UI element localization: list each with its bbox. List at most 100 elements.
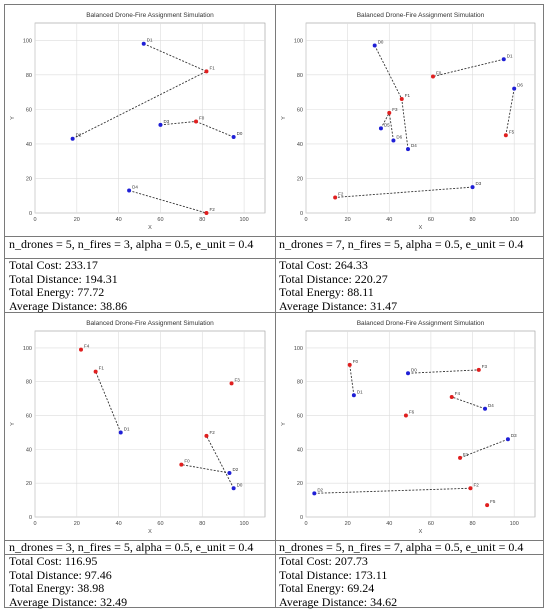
assignment-link bbox=[160, 121, 197, 126]
fire-label: F3 bbox=[235, 377, 241, 382]
y-tick-label: 100 bbox=[23, 38, 32, 44]
panel-2-caption: n_drones = 7, n_fires = 5, alpha = 0.5, … bbox=[279, 237, 524, 251]
fire-label: F1 bbox=[463, 452, 469, 457]
assignment-link bbox=[206, 435, 235, 489]
x-tick-label: 100 bbox=[510, 521, 519, 527]
drone-point bbox=[391, 138, 396, 143]
y-tick-label: 20 bbox=[297, 481, 303, 487]
panel-3-stats: Total Cost: 116.95 Total Distance: 97.46… bbox=[9, 554, 127, 609]
y-tick-label: 100 bbox=[294, 38, 303, 44]
x-tick-label: 80 bbox=[469, 217, 475, 223]
panel-3-caption: n_drones = 3, n_fires = 5, alpha = 0.5, … bbox=[9, 540, 254, 554]
fire-label: F3 bbox=[482, 364, 488, 369]
assignment-link bbox=[374, 45, 403, 100]
fire-label: F0 bbox=[184, 459, 190, 464]
drone-label: D4 bbox=[132, 185, 138, 190]
drone-point bbox=[483, 406, 488, 411]
scatter-chart: Balanced Drone-Fire Assignment Simulatio… bbox=[10, 320, 266, 535]
fire-label: F2 bbox=[209, 430, 215, 435]
total-distance: Total Distance: 173.11 bbox=[279, 567, 388, 582]
scatter-chart: Balanced Drone-Fire Assignment Simulatio… bbox=[281, 320, 536, 535]
panel-2: Balanced Drone-Fire Assignment Simulatio… bbox=[276, 5, 543, 235]
x-axis-label: X bbox=[148, 225, 152, 231]
x-tick-label: 60 bbox=[428, 217, 434, 223]
fire-point bbox=[204, 433, 209, 438]
chart-title: Balanced Drone-Fire Assignment Simulatio… bbox=[357, 320, 485, 327]
y-tick-label: 60 bbox=[297, 414, 303, 420]
y-axis-label: Y bbox=[10, 422, 16, 426]
assignment-link bbox=[407, 369, 479, 374]
drone-label: D3 bbox=[476, 181, 482, 186]
fire-point bbox=[387, 110, 392, 115]
drone-label: D6 bbox=[517, 83, 523, 88]
fire-label: F6 bbox=[409, 410, 415, 415]
fire-point bbox=[179, 462, 184, 467]
x-tick-label: 100 bbox=[239, 217, 248, 223]
total-energy: Total Energy: 88.11 bbox=[279, 285, 374, 299]
scatter-chart: Balanced Drone-Fire Assignment Simulatio… bbox=[10, 12, 266, 231]
fire-point bbox=[430, 74, 435, 79]
drone-point bbox=[406, 147, 411, 152]
y-tick-label: 60 bbox=[297, 107, 303, 113]
drone-point bbox=[70, 136, 75, 141]
row-divider bbox=[5, 312, 543, 313]
panel-4: Balanced Drone-Fire Assignment Simulatio… bbox=[276, 313, 543, 539]
fire-point bbox=[194, 119, 198, 124]
x-tick-label: 0 bbox=[304, 217, 307, 223]
y-tick-label: 100 bbox=[294, 346, 303, 352]
drone-label: D5 bbox=[384, 122, 390, 127]
fire-label: F1 bbox=[99, 366, 105, 371]
panel-1-caption: n_drones = 5, n_fires = 3, alpha = 0.5, … bbox=[9, 237, 254, 251]
drone-label: D4 bbox=[411, 143, 417, 148]
column-divider bbox=[275, 5, 276, 607]
fire-point bbox=[229, 381, 234, 386]
assignment-link bbox=[451, 396, 486, 410]
total-distance: Total Distance: 220.27 bbox=[279, 271, 388, 286]
drone-label: D6 bbox=[396, 134, 402, 139]
x-tick-label: 40 bbox=[386, 521, 392, 527]
y-tick-label: 0 bbox=[29, 515, 32, 521]
chart-title: Balanced Drone-Fire Assignment Simulatio… bbox=[357, 12, 485, 19]
x-tick-label: 80 bbox=[199, 521, 205, 527]
assignment-link bbox=[380, 112, 390, 129]
y-axis-label: Y bbox=[10, 116, 16, 120]
x-tick-label: 60 bbox=[157, 521, 163, 527]
row-divider bbox=[5, 540, 543, 541]
x-tick-label: 20 bbox=[74, 217, 80, 223]
y-tick-label: 80 bbox=[26, 73, 32, 79]
fire-label: F4 bbox=[84, 344, 90, 349]
fire-label: F3 bbox=[392, 107, 398, 112]
y-tick-label: 40 bbox=[297, 447, 303, 453]
x-tick-label: 60 bbox=[157, 217, 163, 223]
fire-label: F2 bbox=[209, 207, 215, 212]
assignment-link bbox=[335, 186, 473, 198]
y-tick-label: 80 bbox=[297, 380, 303, 386]
fire-point bbox=[93, 369, 98, 374]
drone-label: D2 bbox=[317, 487, 323, 492]
average-distance: Average Distance: 38.86 bbox=[9, 298, 128, 313]
total-cost: Total Cost: 207.73 bbox=[279, 554, 368, 568]
total-cost: Total Cost: 264.33 bbox=[279, 258, 368, 272]
panel-2-stats: Total Cost: 264.33 Total Distance: 220.2… bbox=[279, 258, 397, 313]
y-tick-label: 40 bbox=[26, 142, 32, 148]
drone-label: D1 bbox=[124, 426, 130, 431]
y-tick-label: 80 bbox=[297, 73, 303, 79]
fire-point bbox=[403, 413, 408, 418]
drone-point bbox=[127, 188, 132, 193]
drone-label: D1 bbox=[147, 38, 153, 43]
drone-point bbox=[158, 122, 163, 127]
chart-title: Balanced Drone-Fire Assignment Simulatio… bbox=[86, 320, 214, 327]
fire-label: F0 bbox=[199, 115, 205, 120]
total-cost: Total Cost: 116.95 bbox=[9, 554, 98, 568]
fire-point bbox=[347, 362, 352, 367]
drone-label: D0 bbox=[378, 39, 384, 44]
y-tick-label: 40 bbox=[297, 142, 303, 148]
results-table bbox=[4, 4, 544, 608]
x-tick-label: 60 bbox=[428, 521, 434, 527]
drone-label: D0 bbox=[411, 367, 417, 372]
drone-label: D1 bbox=[507, 53, 513, 58]
total-energy: Total Energy: 69.24 bbox=[279, 581, 375, 595]
fire-label: F0 bbox=[353, 359, 359, 364]
assignment-link bbox=[95, 371, 122, 433]
y-tick-label: 80 bbox=[26, 380, 32, 386]
